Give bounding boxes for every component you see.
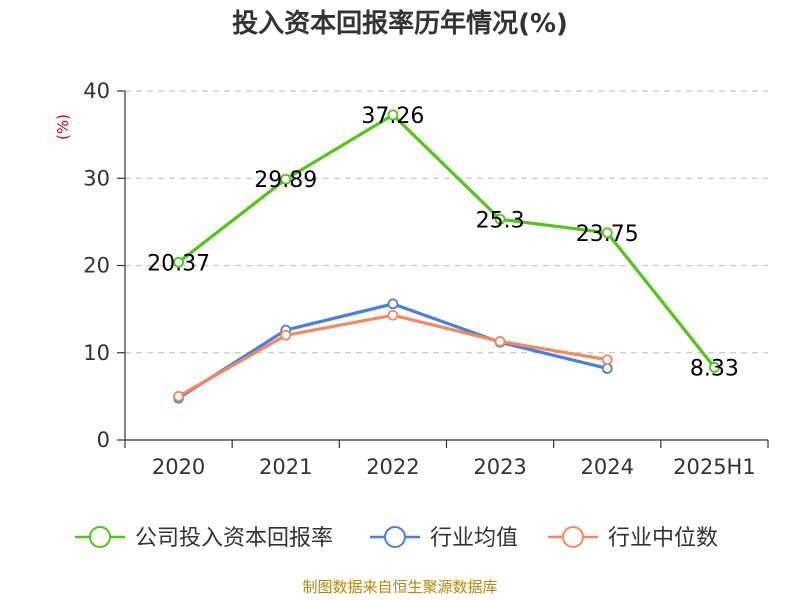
legend-label: 公司投入资本回报率 — [135, 526, 333, 551]
data-label: 37.26 — [361, 104, 424, 129]
data-label: 29.89 — [254, 168, 317, 193]
data-label: 8.33 — [690, 356, 739, 381]
y-axis-label: (%) — [54, 114, 72, 140]
data-point — [601, 227, 613, 239]
data-point — [601, 363, 613, 374]
data-label: 23.75 — [576, 222, 639, 247]
data-point — [280, 173, 292, 185]
y-tick-label: 30 — [83, 166, 110, 190]
x-tick-label: 2024 — [581, 455, 634, 479]
x-tick-label: 2020 — [152, 455, 205, 479]
legend-label: 行业均值 — [430, 526, 518, 551]
legend: 公司投入资本回报率 行业均值 行业中位数 — [75, 526, 718, 551]
data-point — [387, 298, 399, 310]
legend-marker — [562, 526, 584, 548]
data-point — [494, 336, 506, 347]
y-tick-label: 20 — [83, 254, 110, 278]
data-point — [387, 109, 399, 121]
source-note: 制图数据来自恒生聚源数据库 — [302, 578, 497, 596]
legend-marker — [384, 526, 406, 548]
y-tick-label: 40 — [83, 79, 110, 103]
data-point — [387, 309, 399, 321]
x-tick-label: 2023 — [473, 455, 526, 479]
chart-title: 投入资本回报率历年情况(%) — [232, 8, 568, 39]
data-label: 20.37 — [147, 251, 210, 276]
x-ticks: 2020 2021 2022 2023 2024 2025H1 — [152, 455, 756, 479]
y-ticks: 0 10 20 30 40 — [83, 79, 110, 452]
y-tick-label: 10 — [83, 341, 110, 365]
series-line — [177, 113, 716, 369]
data-point — [173, 390, 184, 402]
x-tick-label: 2022 — [366, 455, 419, 479]
grid-lines — [125, 90, 768, 354]
data-point — [601, 354, 613, 366]
y-tick-label: 0 — [97, 428, 110, 452]
axes — [117, 90, 769, 448]
data-point — [280, 329, 292, 341]
data-point — [494, 213, 506, 225]
data-point — [173, 256, 184, 268]
data-labels: 20.37 29.89 37.26 25.3 23.75 8.33 — [147, 104, 739, 381]
x-tick-label: 2021 — [259, 455, 312, 479]
legend-label: 行业中位数 — [608, 526, 718, 551]
data-label: 25.3 — [476, 208, 525, 233]
data-point — [709, 361, 720, 373]
series-group — [173, 109, 720, 404]
x-tick-label: 2025H1 — [673, 455, 756, 479]
legend-marker — [89, 526, 111, 548]
